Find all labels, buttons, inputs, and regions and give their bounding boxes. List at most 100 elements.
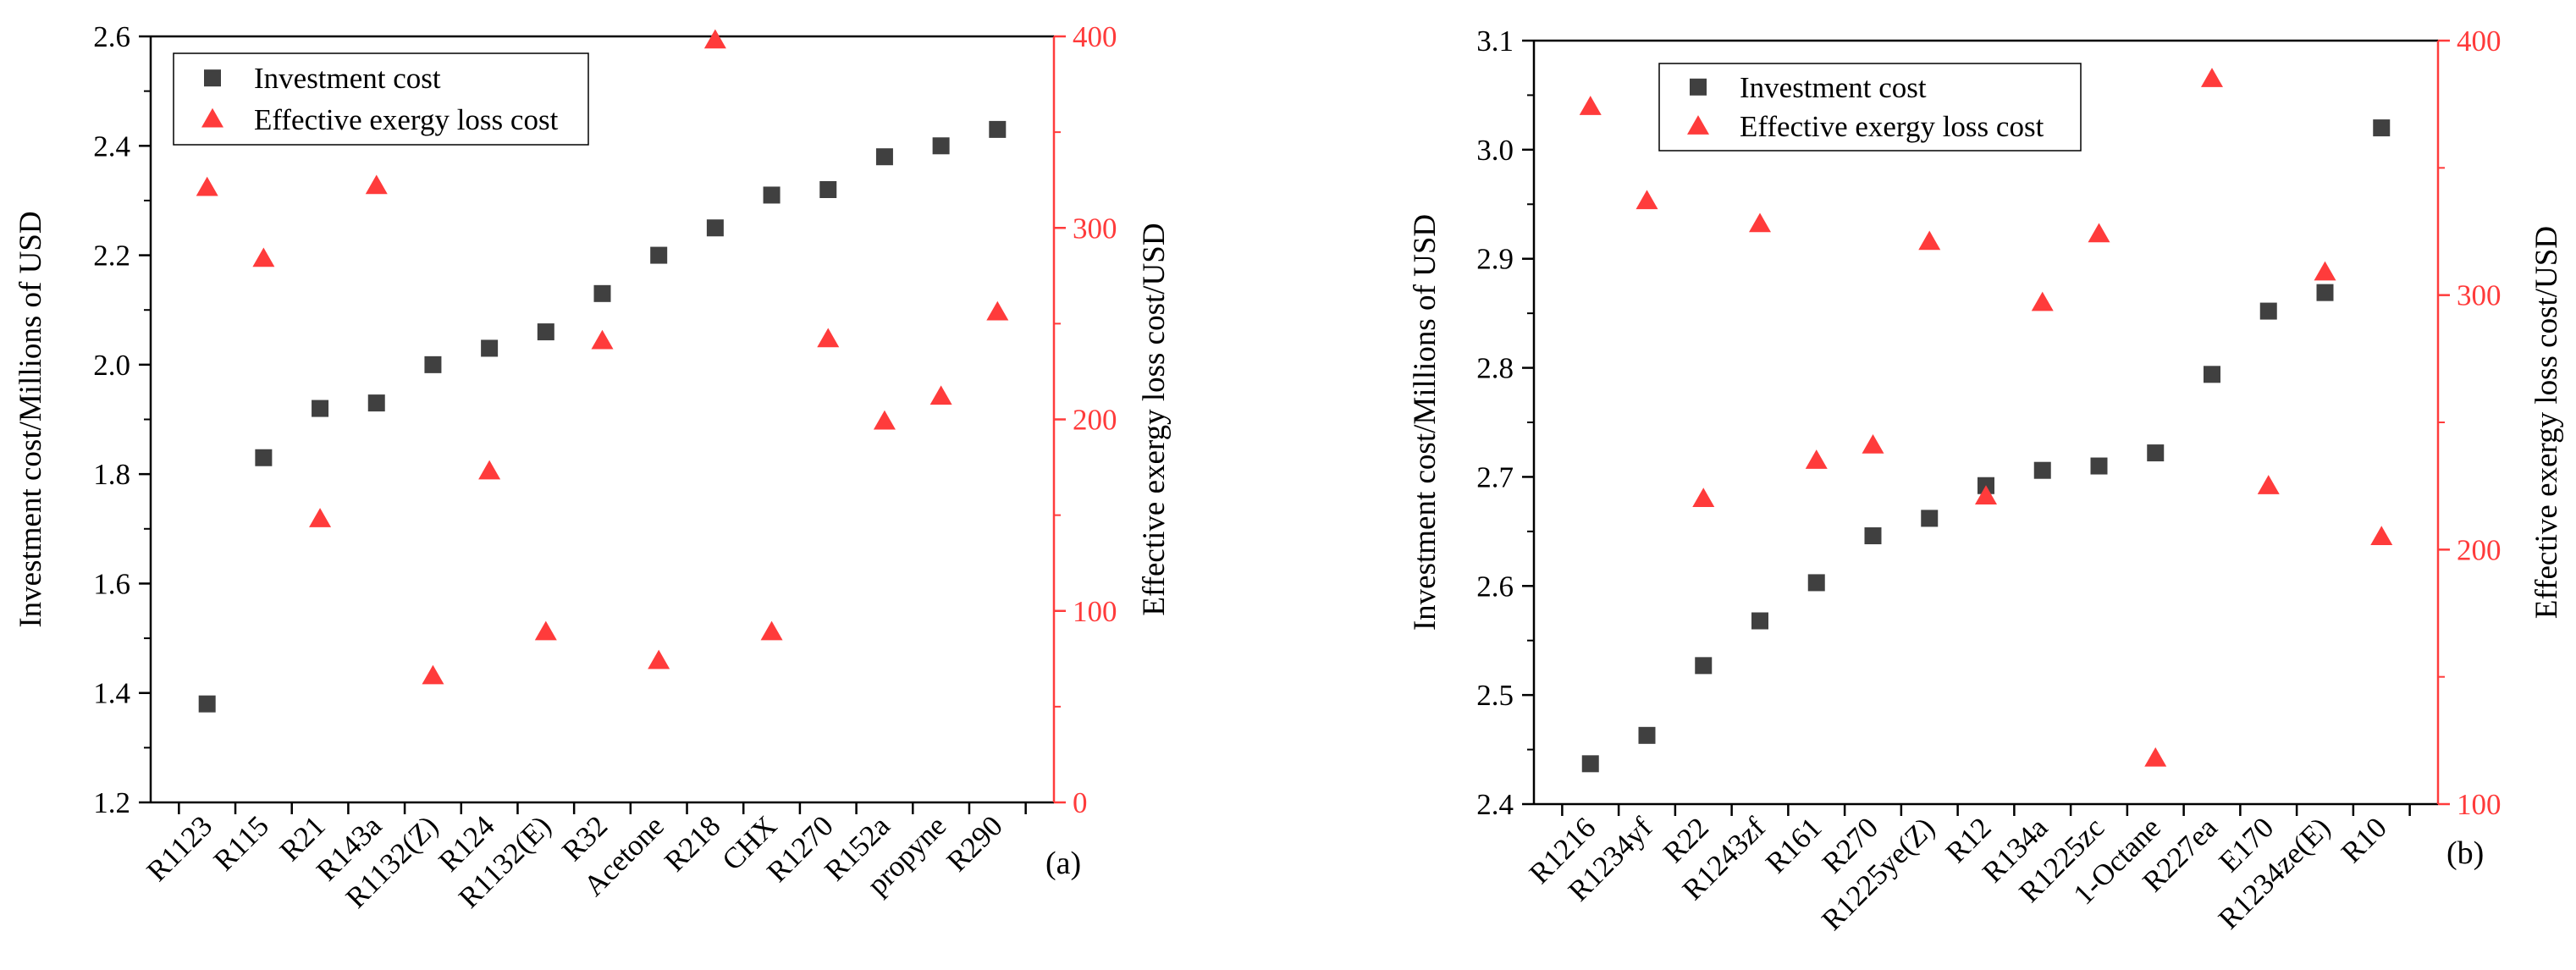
- investment-cost-point: [932, 137, 950, 155]
- exergy-loss-cost-point: [309, 508, 332, 527]
- x-tick-label: R10: [2335, 811, 2393, 869]
- left-tick-label: 1.6: [93, 567, 130, 600]
- right-axis-title: Effective exergy loss cost/USD: [2529, 226, 2564, 619]
- left-tick-label: 2.5: [1476, 679, 1514, 712]
- left-tick-label: 1.4: [93, 677, 130, 710]
- left-tick-label: 2.2: [93, 240, 130, 273]
- right-axis-title: Effective exergy loss cost/USD: [1137, 223, 1172, 615]
- investment-cost-point: [481, 339, 499, 357]
- left-tick-label: 2.0: [93, 349, 130, 382]
- exergy-loss-cost-point: [648, 649, 670, 670]
- panel-b: 2.42.52.62.72.82.93.03.1100200300400R121…: [1408, 25, 2564, 937]
- investment-cost-point: [819, 181, 837, 198]
- legend-box: [173, 52, 589, 146]
- left-tick-label: 1.8: [93, 458, 130, 491]
- left-tick-label: 2.4: [93, 130, 130, 163]
- exergy-loss-cost-point: [1579, 96, 1602, 115]
- investment-cost-point: [537, 323, 554, 341]
- right-tick-label: 300: [1073, 212, 1117, 245]
- exergy-loss-cost-point: [1636, 190, 1658, 210]
- x-tick-label: R1270: [760, 809, 840, 889]
- investment-cost-point: [1638, 726, 1656, 744]
- x-tick-label: R1123: [141, 809, 219, 888]
- exergy-loss-cost-point: [534, 620, 557, 641]
- exergy-loss-cost-point: [1918, 230, 1941, 251]
- panel-label: (a): [1045, 846, 1081, 881]
- exergy-loss-cost-point: [196, 176, 218, 196]
- exergy-loss-cost-point: [929, 385, 952, 405]
- left-tick-label: 2.6: [93, 20, 130, 53]
- investment-cost-point: [1695, 657, 1713, 675]
- exergy-loss-cost-point: [2031, 291, 2054, 311]
- x-tick-label: R218: [658, 809, 726, 878]
- investment-cost-point: [650, 246, 668, 264]
- legend-label-exergy: Effective exergy loss cost: [1740, 110, 2044, 143]
- left-axis-title: Investment cost/Millions of USD: [14, 211, 48, 627]
- left-tick-label: 2.6: [1476, 570, 1514, 603]
- legend-square-marker: [1690, 78, 1707, 96]
- investment-cost-point: [198, 695, 216, 713]
- investment-cost-point: [875, 148, 893, 166]
- legend-label-investment: Investment cost: [254, 62, 441, 95]
- investment-cost-point: [2033, 461, 2051, 479]
- right-tick-label: 300: [2457, 279, 2502, 312]
- exergy-loss-cost-point: [2088, 223, 2110, 243]
- exergy-loss-cost-point: [1975, 485, 1997, 504]
- panel-label: (b): [2446, 835, 2484, 871]
- investment-cost-point: [2373, 119, 2391, 137]
- exergy-loss-cost-point: [2201, 68, 2223, 87]
- exergy-loss-cost-point: [2314, 261, 2336, 281]
- investment-cost-point: [2204, 366, 2220, 383]
- exergy-loss-cost-point: [873, 410, 896, 430]
- x-tick-label: R115: [207, 809, 275, 877]
- right-tick-label: 400: [2457, 25, 2502, 58]
- exergy-loss-cost-point: [252, 247, 275, 267]
- legend-triangle-marker: [1687, 115, 1709, 135]
- right-tick-label: 200: [2457, 533, 2502, 566]
- exergy-loss-cost-point: [2370, 526, 2393, 546]
- exergy-loss-cost-point: [703, 29, 726, 49]
- legend-square-marker: [204, 69, 221, 87]
- exergy-loss-cost-point: [1862, 434, 1884, 454]
- left-tick-label: 2.4: [1476, 788, 1514, 821]
- investment-cost-point: [1751, 612, 1768, 630]
- right-tick-label: 200: [1073, 404, 1117, 437]
- investment-cost-point: [989, 120, 1007, 138]
- investment-cost-point: [593, 284, 611, 302]
- exergy-loss-cost-point: [2144, 747, 2167, 767]
- exergy-loss-cost-point: [1749, 212, 1771, 233]
- exergy-loss-cost-point: [2257, 475, 2280, 494]
- investment-cost-point: [1581, 755, 1599, 773]
- investment-cost-point: [255, 449, 273, 466]
- legend-label-investment: Investment cost: [1740, 71, 1927, 104]
- investment-cost-point: [312, 400, 329, 417]
- left-tick-label: 2.8: [1476, 352, 1514, 385]
- left-axis-title: Investment cost/Millions of USD: [1408, 214, 1442, 631]
- legend-triangle-marker: [201, 107, 223, 128]
- investment-cost-point: [2316, 284, 2334, 301]
- left-tick-label: 2.7: [1476, 460, 1514, 493]
- exergy-loss-cost-point: [1692, 488, 1715, 507]
- exergy-loss-cost-point: [817, 328, 840, 348]
- right-tick-label: 100: [1073, 595, 1117, 628]
- exergy-loss-cost-point: [478, 460, 501, 480]
- investment-cost-point: [367, 394, 385, 412]
- investment-cost-point: [1807, 574, 1825, 592]
- exergy-loss-cost-point: [1805, 449, 1828, 469]
- investment-cost-point: [1921, 510, 1939, 527]
- investment-cost-point: [706, 219, 724, 237]
- exergy-loss-cost-point: [760, 620, 783, 641]
- investment-cost-point: [1864, 527, 1882, 545]
- legend-box: [1658, 63, 2082, 152]
- right-tick-label: 0: [1073, 786, 1088, 819]
- exergy-loss-cost-point: [591, 329, 614, 350]
- x-tick-label: R290: [940, 809, 1009, 878]
- right-tick-label: 100: [2457, 788, 2502, 821]
- exergy-loss-cost-point: [422, 664, 444, 685]
- exergy-loss-cost-point: [986, 300, 1009, 321]
- legend-label-exergy: Effective exergy loss cost: [254, 103, 559, 136]
- investment-cost-point: [763, 186, 781, 204]
- investment-cost-point: [2090, 457, 2108, 475]
- right-tick-label: 400: [1073, 20, 1117, 53]
